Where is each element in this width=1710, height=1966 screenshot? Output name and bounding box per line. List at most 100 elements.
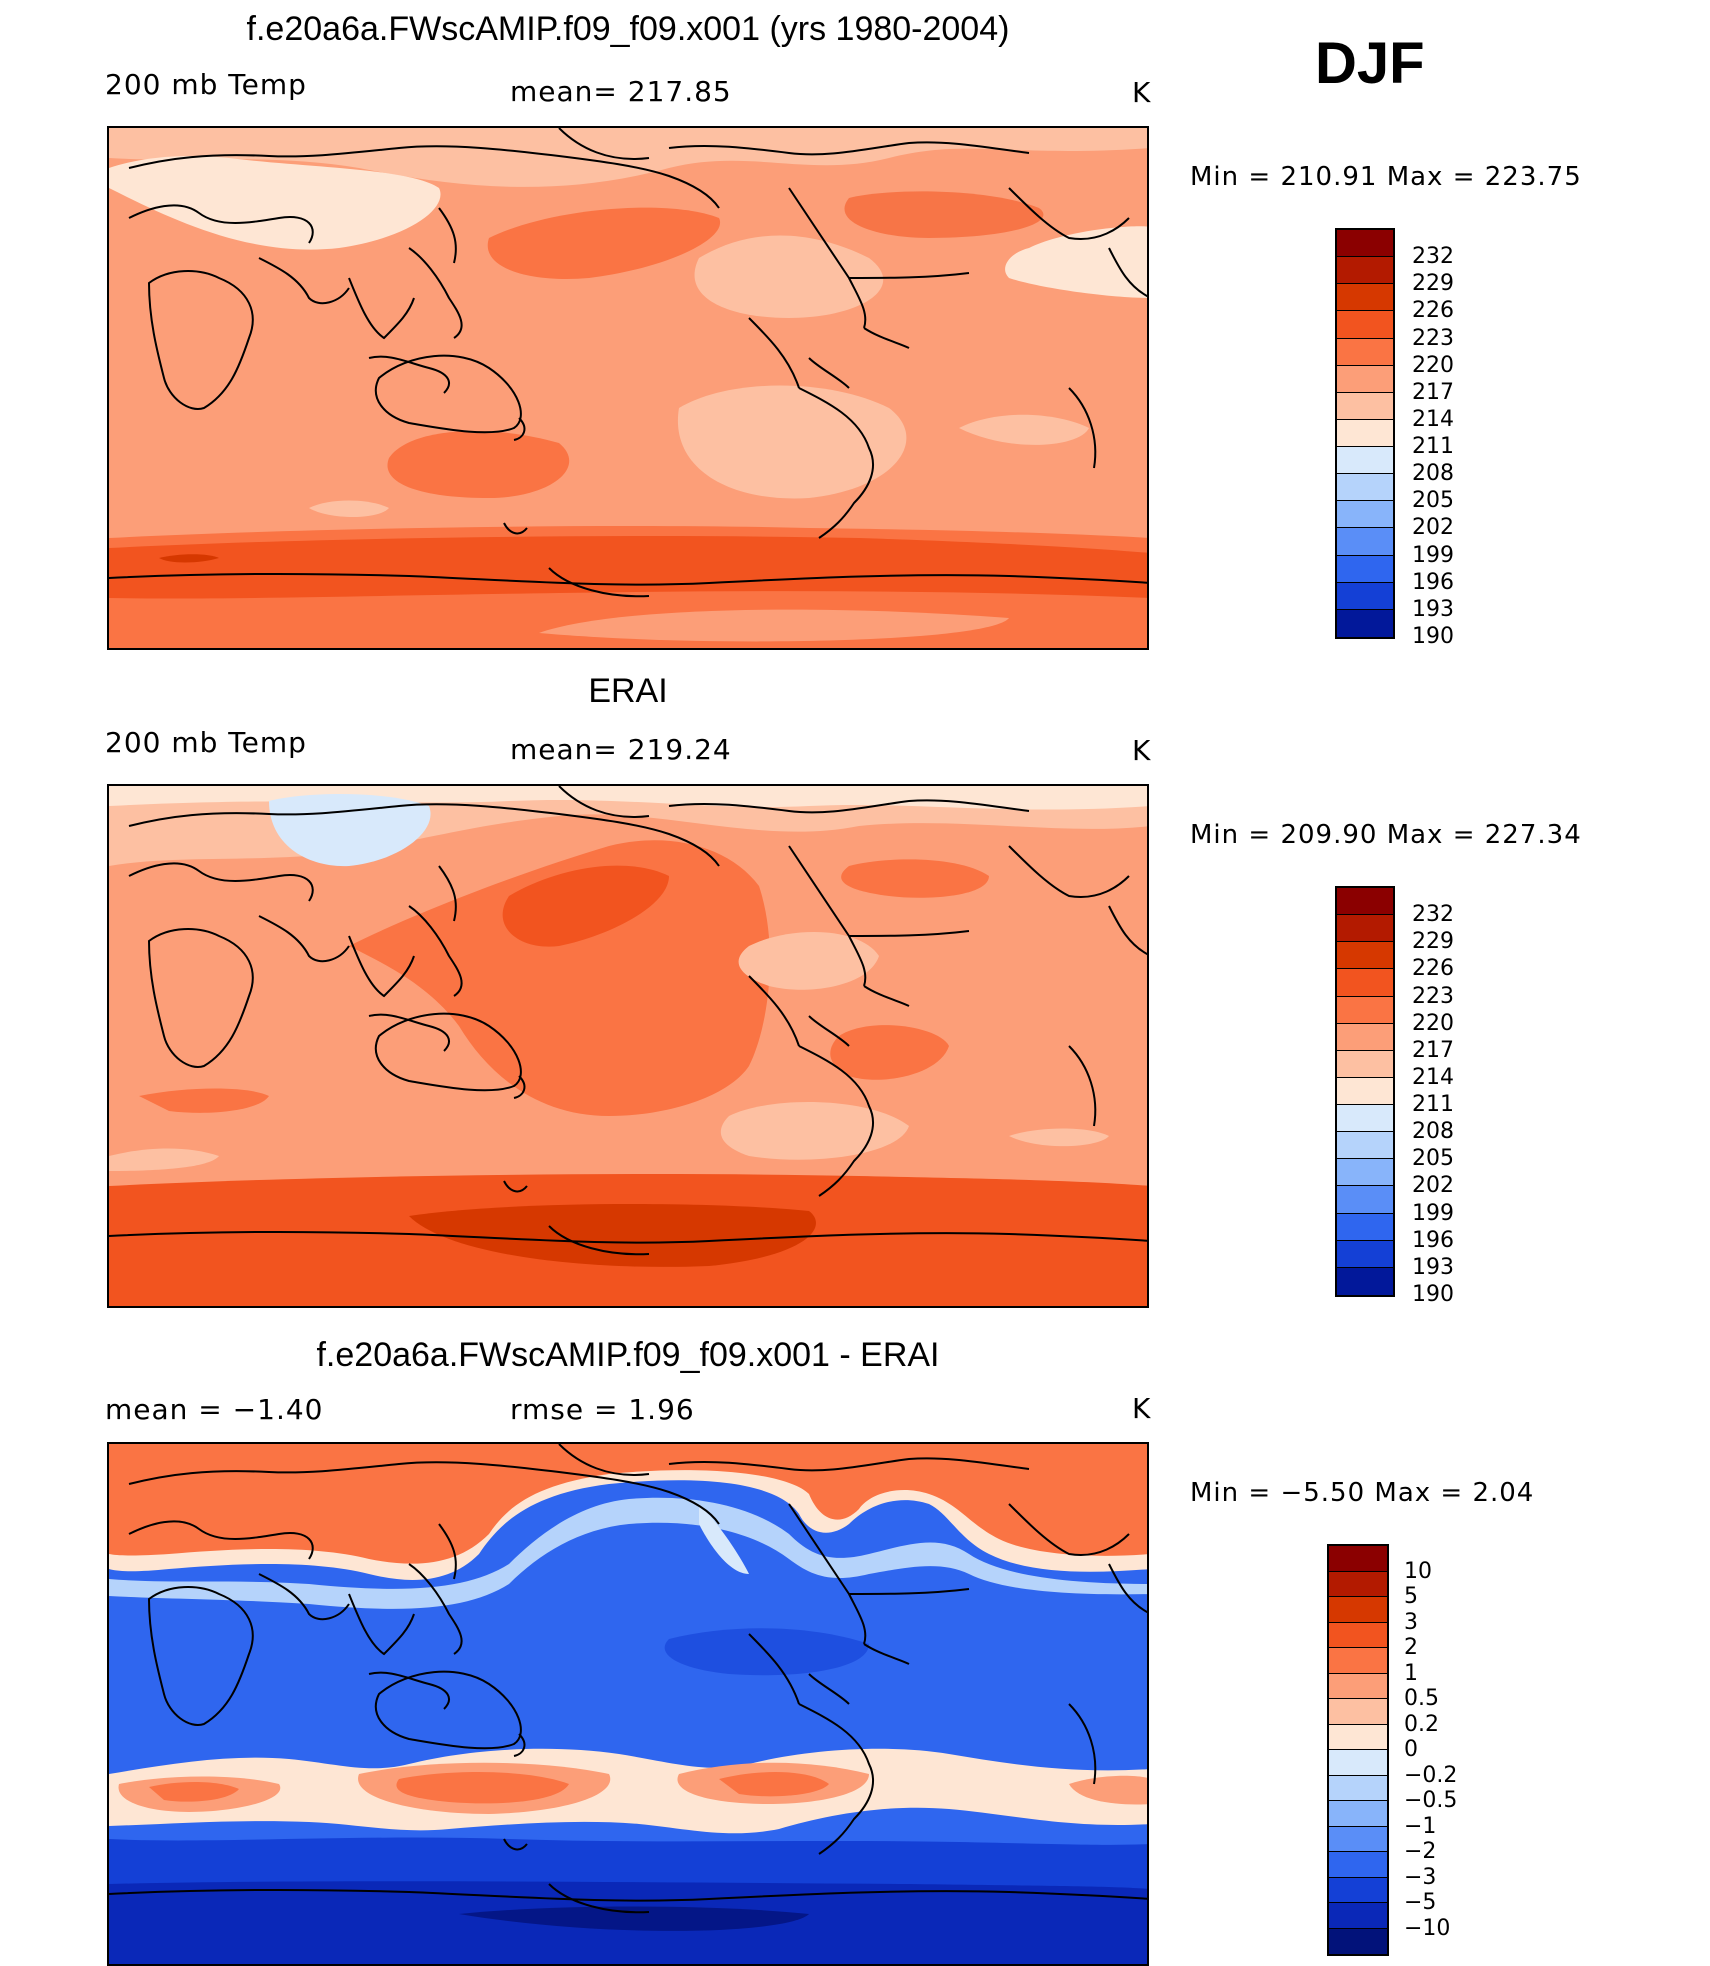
- colorbar-swatch: [1329, 1673, 1387, 1699]
- colorbar-tick-label: 217: [1412, 1037, 1454, 1063]
- colorbar-tick-label: 205: [1412, 488, 1454, 514]
- colorbar-tick-label: 220: [1412, 352, 1454, 378]
- colorbar-tick-label: 0.5: [1404, 1686, 1439, 1711]
- colorbar-swatch: [1337, 392, 1393, 420]
- colorbar-swatch: [1337, 1267, 1393, 1295]
- colorbar-swatch: [1329, 1648, 1387, 1674]
- panel-3-mean-label: mean = −1.40: [105, 1393, 324, 1426]
- colorbar-swatch: [1329, 1546, 1387, 1572]
- colorbar-tick-label: 193: [1412, 1254, 1454, 1280]
- colorbar-swatch: [1337, 419, 1393, 447]
- panel-1-minmax: Min = 210.91 Max = 223.75: [1190, 162, 1582, 192]
- colorbar-swatch: [1329, 1877, 1387, 1903]
- colorbar-swatch: [1329, 1826, 1387, 1852]
- colorbar-tick-label: 211: [1412, 434, 1454, 460]
- colorbar-swatch: [1337, 609, 1393, 637]
- panel-2-map: [107, 784, 1149, 1308]
- colorbar-swatch: [1329, 1699, 1387, 1725]
- colorbar-swatch: [1329, 1903, 1387, 1929]
- colorbar-swatch: [1329, 1775, 1387, 1801]
- colorbar-swatch: [1337, 338, 1393, 366]
- colorbar-tick-label: 199: [1412, 542, 1454, 568]
- colorbar-tick-label: −3: [1404, 1864, 1437, 1890]
- colorbar-tick-label: −10: [1404, 1915, 1451, 1941]
- colorbar-swatch: [1337, 528, 1393, 556]
- colorbar-tick-label: 214: [1412, 406, 1454, 432]
- colorbar-swatch: [1337, 996, 1393, 1024]
- colorbar-tick-label: 229: [1412, 271, 1454, 297]
- colorbar-tick-label: 0.2: [1404, 1711, 1439, 1737]
- colorbar-tick-label: 202: [1412, 1173, 1454, 1199]
- colorbar-tick-label: 217: [1412, 379, 1454, 405]
- colorbar-tick-label: −1: [1404, 1813, 1437, 1839]
- colorbar-tick-label: −5: [1404, 1890, 1437, 1915]
- colorbar-swatch: [1337, 230, 1393, 258]
- colorbar-swatch: [1337, 1186, 1393, 1214]
- panel-3-units: K: [1132, 1392, 1152, 1425]
- colorbar-swatch: [1337, 474, 1393, 502]
- colorbar-tick-label: 214: [1412, 1064, 1454, 1090]
- colorbar-swatch: [1337, 555, 1393, 583]
- panel-3-map: [107, 1442, 1149, 1966]
- colorbar-tick-label: 190: [1412, 624, 1454, 649]
- colorbar-tick-label: 196: [1412, 569, 1454, 595]
- colorbar-swatch: [1337, 1213, 1393, 1241]
- panel-3-title: f.e20a6a.FWscAMIP.f09_f09.x001 - ERAI: [316, 1336, 940, 1374]
- colorbar-tick-label: −0.5: [1404, 1788, 1458, 1813]
- colorbar-swatch: [1337, 915, 1393, 943]
- colorbar-tick-label: 1: [1404, 1660, 1418, 1686]
- colorbar-swatch: [1329, 1750, 1387, 1776]
- panel-1-units: K: [1132, 76, 1152, 109]
- colorbar-tick-label: 211: [1412, 1092, 1454, 1118]
- colorbar-swatch: [1337, 1159, 1393, 1187]
- colorbar-swatch: [1337, 501, 1393, 529]
- colorbar-tick-label: 226: [1412, 956, 1454, 982]
- panel-2-title: ERAI: [588, 672, 668, 710]
- colorbar-tick-label: 232: [1412, 244, 1454, 270]
- colorbar-swatch: [1329, 1801, 1387, 1827]
- panel-1-variable-label: 200 mb Temp: [105, 68, 307, 101]
- colorbar-tick-label: 232: [1412, 902, 1454, 928]
- panel-1-colorbar: [1335, 228, 1395, 639]
- colorbar-swatch: [1337, 969, 1393, 997]
- colorbar-tick-label: 199: [1412, 1200, 1454, 1226]
- panel-3-rmse-label: rmse = 1.96: [510, 1393, 695, 1426]
- panel-1-mean-label: mean= 217.85: [510, 75, 732, 108]
- colorbar-swatch: [1337, 1023, 1393, 1051]
- colorbar-tick-label: 0: [1404, 1737, 1418, 1762]
- colorbar-tick-label: 202: [1412, 515, 1454, 541]
- colorbar-tick-label: 226: [1412, 298, 1454, 324]
- colorbar-swatch: [1329, 1928, 1387, 1954]
- colorbar-tick-label: 223: [1412, 983, 1454, 1009]
- panel-1-title: f.e20a6a.FWscAMIP.f09_f09.x001 (yrs 1980…: [246, 10, 1010, 48]
- colorbar-tick-label: 208: [1412, 461, 1454, 487]
- colorbar-tick-label: 3: [1404, 1609, 1418, 1635]
- panel-3-colorbar: [1327, 1544, 1389, 1956]
- colorbar-swatch: [1337, 1132, 1393, 1160]
- colorbar-swatch: [1329, 1622, 1387, 1648]
- colorbar-swatch: [1329, 1724, 1387, 1750]
- colorbar-tick-label: −2: [1404, 1839, 1437, 1864]
- colorbar-swatch: [1337, 582, 1393, 610]
- colorbar-swatch: [1337, 257, 1393, 285]
- colorbar-swatch: [1337, 311, 1393, 339]
- colorbar-swatch: [1337, 365, 1393, 393]
- colorbar-swatch: [1337, 888, 1393, 916]
- panel-2-variable-label: 200 mb Temp: [105, 726, 307, 759]
- colorbar-tick-label: 229: [1412, 929, 1454, 955]
- colorbar-tick-label: −0.2: [1404, 1762, 1458, 1788]
- colorbar-tick-label: 10: [1404, 1558, 1432, 1584]
- panel-1-map: [107, 126, 1149, 650]
- colorbar-tick-label: 208: [1412, 1119, 1454, 1145]
- colorbar-swatch: [1337, 1077, 1393, 1105]
- colorbar-swatch: [1337, 942, 1393, 970]
- panel-2-mean-label: mean= 219.24: [510, 733, 732, 766]
- panel-2-colorbar: [1335, 886, 1395, 1297]
- colorbar-tick-label: 5: [1404, 1584, 1418, 1609]
- colorbar-swatch: [1329, 1852, 1387, 1878]
- colorbar-tick-label: 2: [1404, 1635, 1418, 1660]
- colorbar-tick-label: 190: [1412, 1282, 1454, 1307]
- colorbar-swatch: [1337, 1105, 1393, 1133]
- colorbar-swatch: [1329, 1571, 1387, 1597]
- colorbar-tick-label: 193: [1412, 596, 1454, 622]
